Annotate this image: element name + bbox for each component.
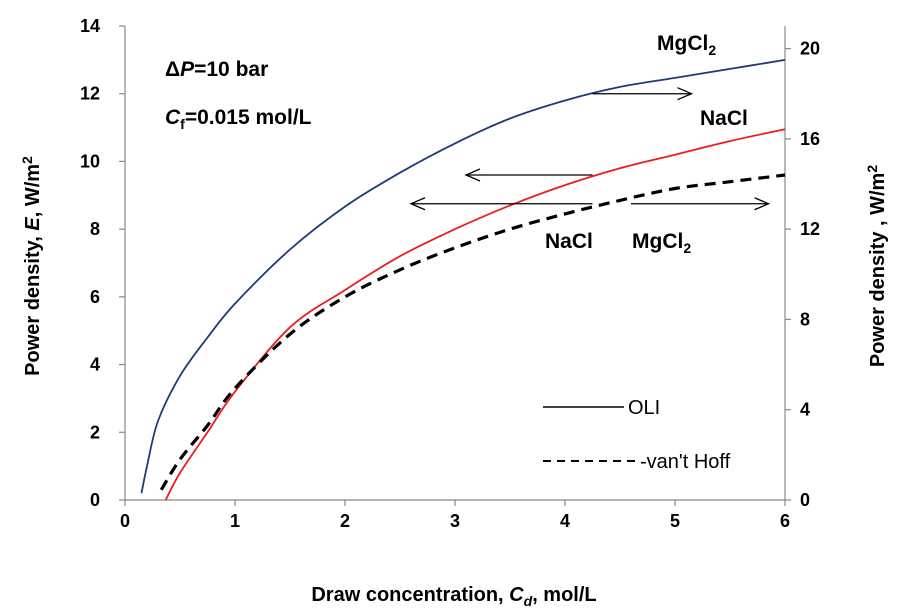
y-right-tick-label: 0 <box>800 490 810 510</box>
x-tick-label: 1 <box>230 511 240 531</box>
mgcl2-top-label: MgCl2 <box>657 32 716 58</box>
x-axis-label: Draw concentration, Cd, mol/L <box>311 584 596 609</box>
y-left-tick-label: 0 <box>90 490 100 510</box>
x-tick-label: 4 <box>560 511 570 531</box>
legend-label-oli: OLI <box>628 397 660 419</box>
legend: OLI -van't Hoff <box>543 397 731 473</box>
legend-label-vanthoff: -van't Hoff <box>640 451 731 473</box>
y-left-tick-label: 2 <box>90 422 100 442</box>
y-right-tick-label: 12 <box>800 219 820 239</box>
y-right-tick-label: 16 <box>800 129 820 149</box>
nacl-mid-label: NaCl <box>545 230 593 253</box>
axes <box>125 26 785 500</box>
y-axis-label-right: Power density , W/m2 <box>864 165 889 367</box>
x-tick-label: 5 <box>670 511 680 531</box>
x-tick-label: 0 <box>120 511 130 531</box>
y-left-tick-label: 14 <box>80 16 100 36</box>
feed-concentration-annotation: Cf=0.015 mol/L <box>165 106 312 132</box>
series-line-vanthoff <box>161 175 785 490</box>
y-axis-label-left: Power density, E, W/m2 <box>19 156 44 376</box>
mgcl2-mid-label: MgCl2 <box>632 230 691 256</box>
x-tick-label: 6 <box>780 511 790 531</box>
y-right-tick-label: 20 <box>800 39 820 59</box>
pressure-annotation: ΔP=10 bar <box>165 58 268 81</box>
x-tick-label: 2 <box>340 511 350 531</box>
y-right-tick-label: 4 <box>800 400 810 420</box>
y-left-tick-label: 8 <box>90 219 100 239</box>
y-left-tick-label: 12 <box>80 84 100 104</box>
x-tick-label: 3 <box>450 511 460 531</box>
y-right-tick-label: 8 <box>800 309 810 329</box>
y-left-tick-label: 10 <box>80 151 100 171</box>
nacl-top-label: NaCl <box>700 107 748 130</box>
y-left-tick-label: 4 <box>90 355 100 375</box>
y-left-tick-label: 6 <box>90 287 100 307</box>
